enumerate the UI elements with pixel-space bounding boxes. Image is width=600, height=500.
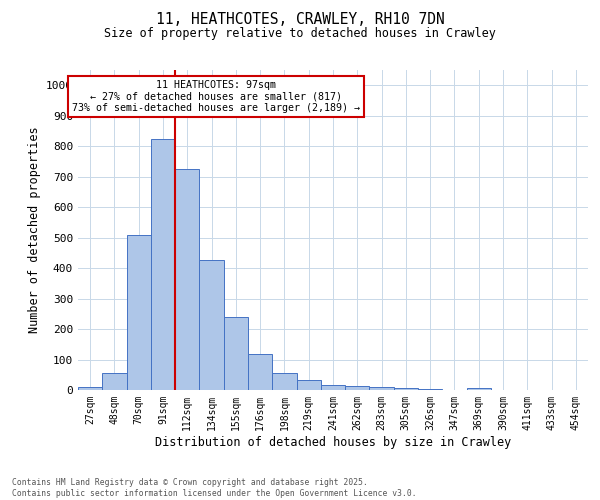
Bar bbox=[248, 354, 272, 390]
X-axis label: Distribution of detached houses by size in Crawley: Distribution of detached houses by size … bbox=[155, 436, 511, 448]
Bar bbox=[224, 318, 248, 390]
Bar bbox=[175, 169, 199, 390]
Bar bbox=[370, 386, 394, 390]
Text: 11, HEATHCOTES, CRAWLEY, RH10 7DN: 11, HEATHCOTES, CRAWLEY, RH10 7DN bbox=[155, 12, 445, 28]
Text: Size of property relative to detached houses in Crawley: Size of property relative to detached ho… bbox=[104, 28, 496, 40]
Bar bbox=[418, 389, 442, 390]
Bar bbox=[127, 236, 151, 390]
Bar bbox=[199, 260, 224, 390]
Bar bbox=[296, 380, 321, 390]
Bar bbox=[467, 388, 491, 390]
Bar bbox=[151, 138, 175, 390]
Bar bbox=[321, 386, 345, 390]
Bar bbox=[102, 372, 127, 390]
Bar bbox=[345, 386, 370, 390]
Text: 11 HEATHCOTES: 97sqm
← 27% of detached houses are smaller (817)
73% of semi-deta: 11 HEATHCOTES: 97sqm ← 27% of detached h… bbox=[72, 80, 360, 113]
Bar bbox=[394, 388, 418, 390]
Text: Contains HM Land Registry data © Crown copyright and database right 2025.
Contai: Contains HM Land Registry data © Crown c… bbox=[12, 478, 416, 498]
Bar bbox=[272, 372, 296, 390]
Y-axis label: Number of detached properties: Number of detached properties bbox=[28, 126, 41, 334]
Bar bbox=[78, 387, 102, 390]
